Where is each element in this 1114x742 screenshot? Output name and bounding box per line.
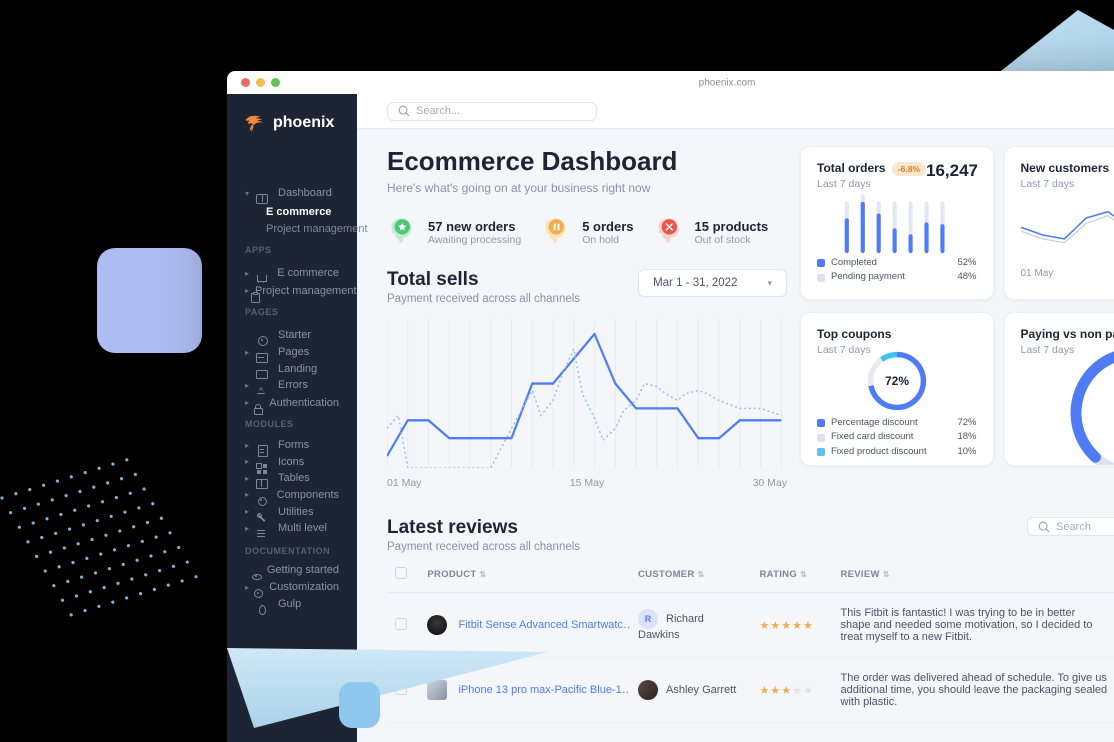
svg-text:72%: 72% (885, 374, 909, 388)
